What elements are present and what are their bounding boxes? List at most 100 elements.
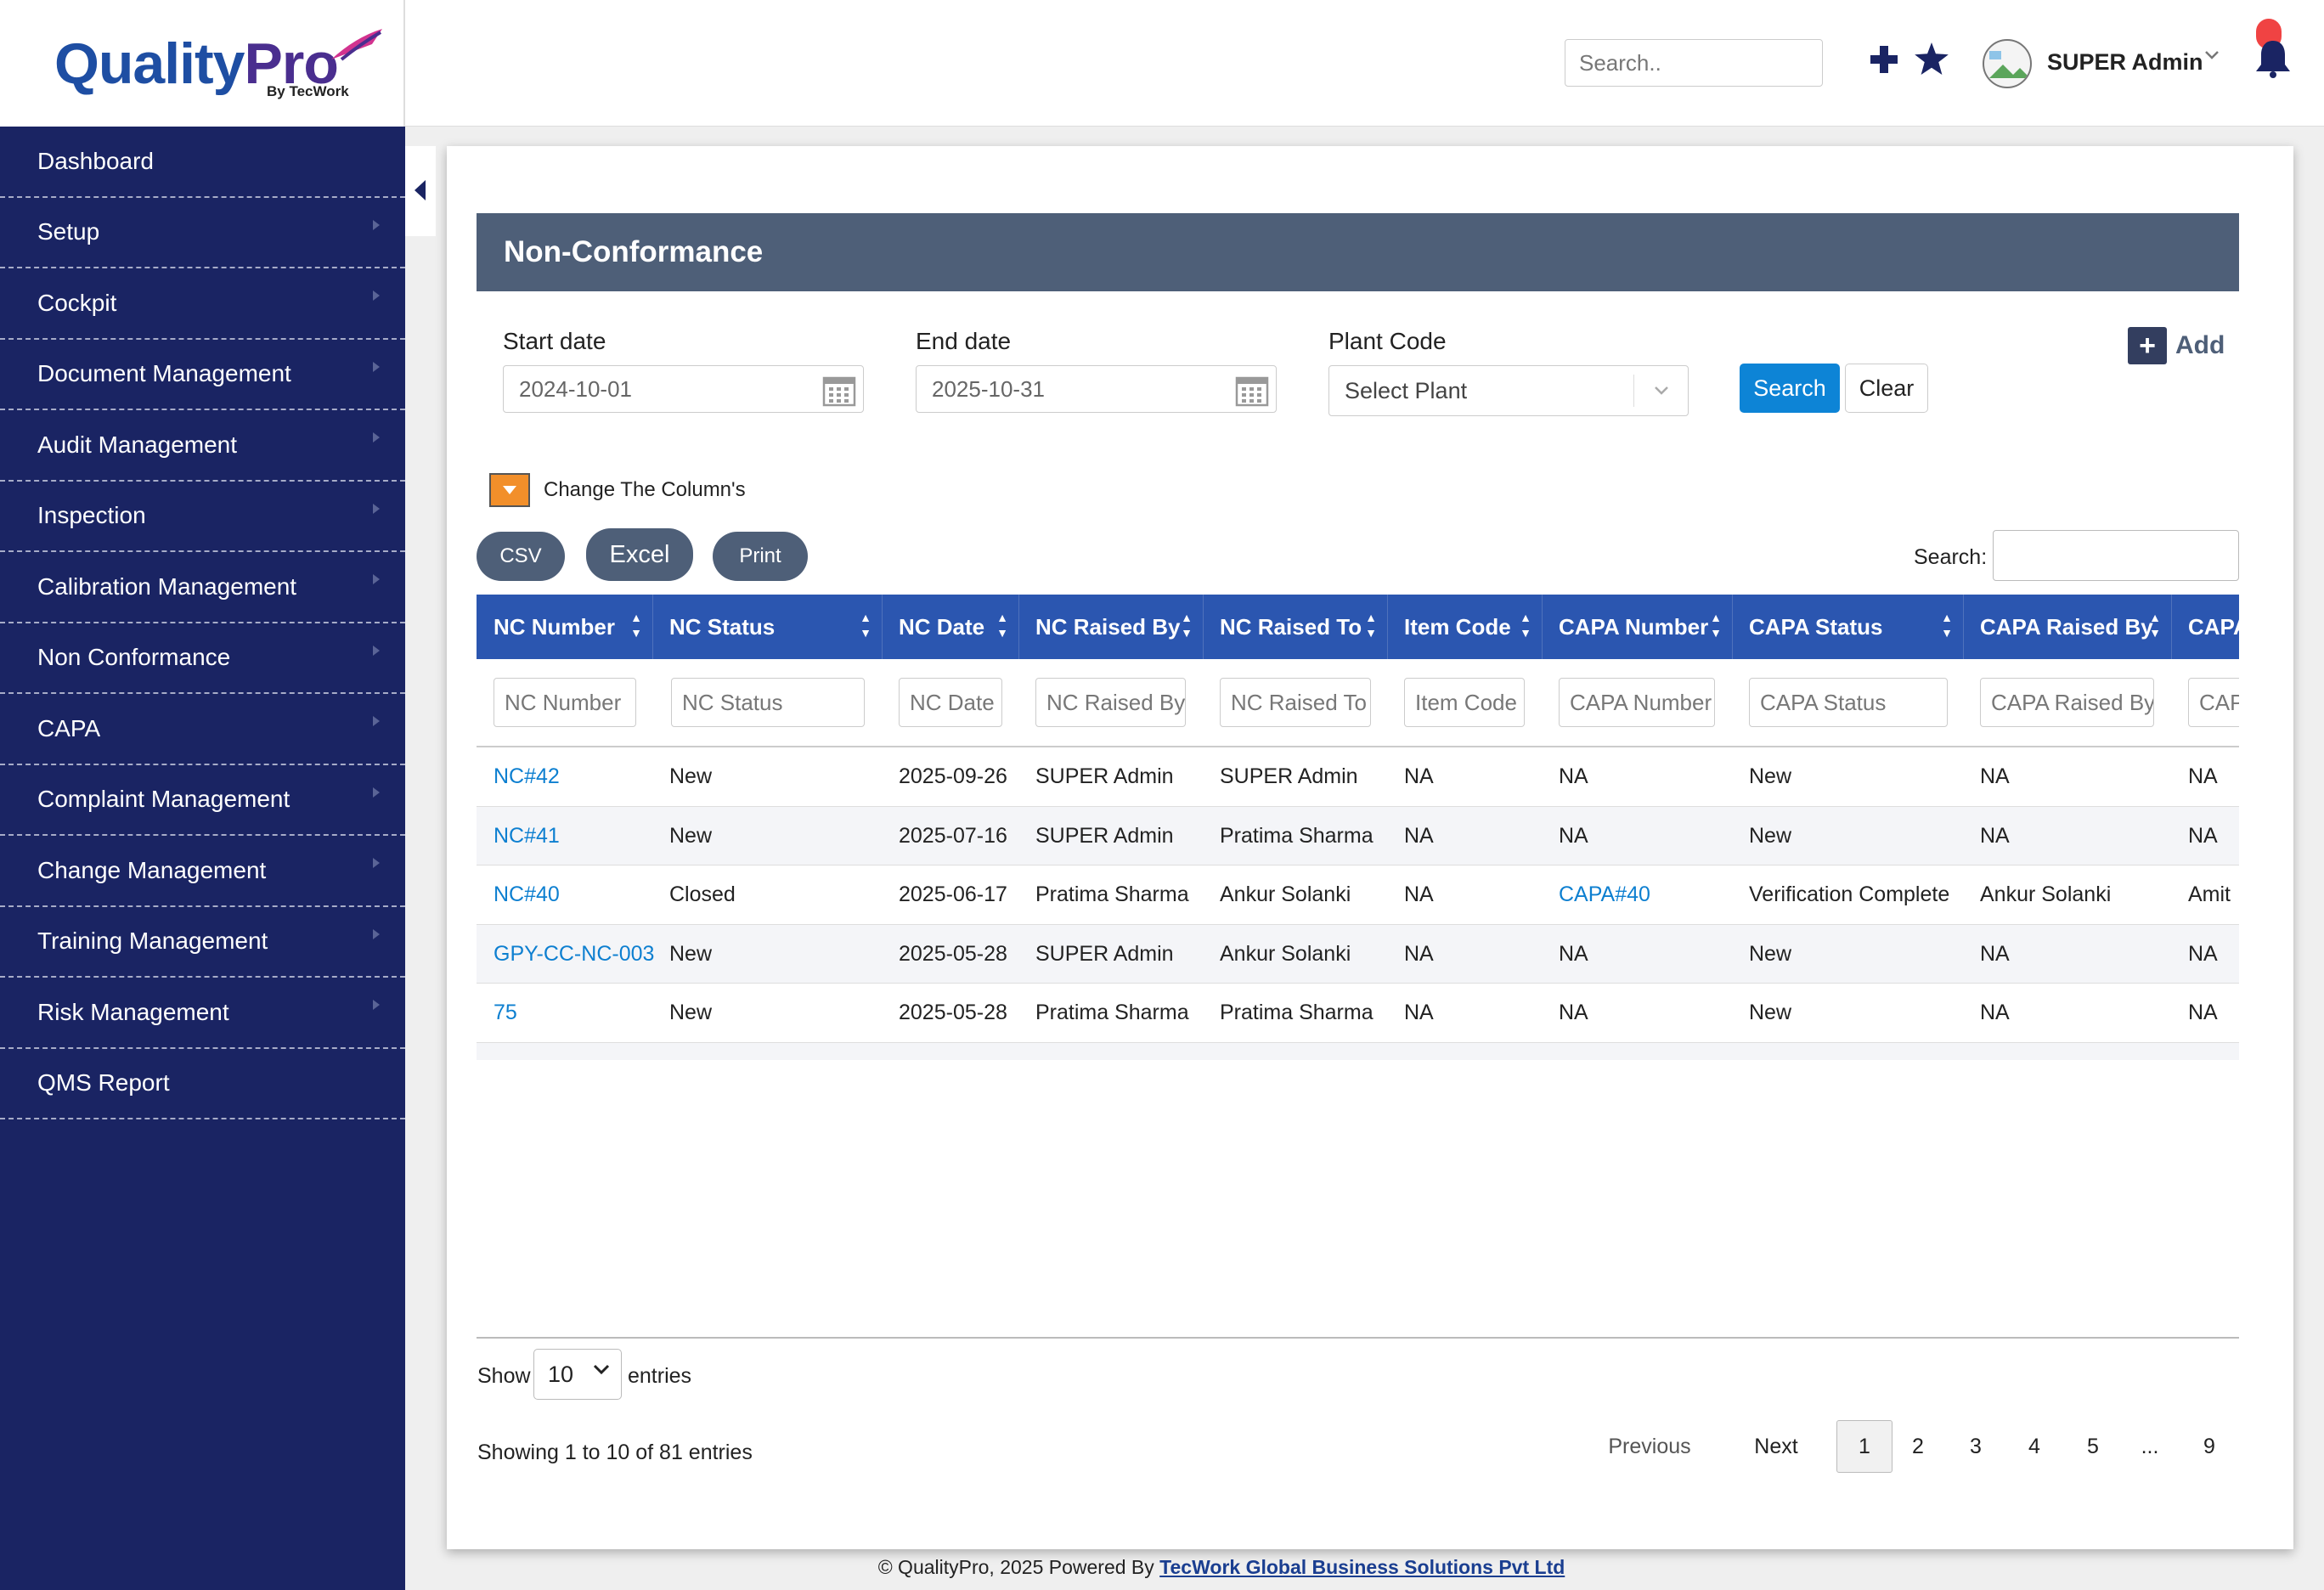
clear-button[interactable]: Clear	[1845, 364, 1928, 413]
pagination-page[interactable]: 9	[2203, 1434, 2215, 1458]
sort-icon: ▲ ▼	[1520, 611, 1531, 640]
table-cell: Ankur Solanki	[1220, 882, 1351, 907]
star-icon[interactable]	[1915, 42, 1949, 75]
column-header-nc-raised-by[interactable]: NC Raised By ▲ ▼	[1035, 611, 1193, 640]
table-cell: NA	[1963, 1043, 2010, 1061]
table-bottom-border	[477, 1337, 2239, 1339]
sort-icon: ▲ ▼	[2149, 611, 2161, 640]
search-button[interactable]: Search	[1740, 364, 1840, 413]
pagination-page[interactable]: 5	[2087, 1434, 2099, 1458]
caret-right-icon	[373, 928, 380, 939]
sidebar-item-non-conformance[interactable]: Non Conformance	[0, 623, 405, 694]
print-button[interactable]: Print	[713, 532, 808, 581]
plus-icon[interactable]	[1869, 44, 1899, 75]
pagination-previous[interactable]: Previous	[1608, 1434, 1691, 1458]
table-cell[interactable]: NC#42	[494, 764, 560, 789]
entries-label: entries	[628, 1364, 692, 1388]
sidebar-item-audit-management[interactable]: Audit Management	[0, 410, 405, 482]
pagination-page[interactable]: 4	[2028, 1434, 2040, 1458]
filter-nc-date-input[interactable]: NC Date	[899, 678, 1002, 727]
filter-capa-raised-by-input[interactable]: CAPA Raised By	[1980, 678, 2154, 727]
sidebar-item-calibration-management[interactable]: Calibration Management	[0, 552, 405, 623]
sort-icon: ▲ ▼	[1365, 611, 1377, 640]
table-cell[interactable]: NC#39	[477, 1043, 560, 1061]
excel-button[interactable]: Excel	[586, 528, 693, 581]
start-date-label: Start date	[503, 328, 606, 354]
chevron-down-icon	[1633, 375, 1688, 407]
plant-code-select[interactable]: Select Plant	[1328, 365, 1689, 416]
column-header-item-code[interactable]: Item Code ▲ ▼	[1404, 611, 1531, 640]
sidebar-item-training-management[interactable]: Training Management	[0, 907, 405, 978]
pagination-page[interactable]: 1	[1836, 1420, 1892, 1473]
page-size-select[interactable]: 10	[533, 1349, 622, 1400]
filter-capa-status-input[interactable]: CAPA Status	[1749, 678, 1948, 727]
sort-icon: ▲ ▼	[1941, 611, 1953, 640]
page-size-value: 10	[548, 1361, 574, 1387]
footer-company-link[interactable]: TecWork Global Business Solutions Pvt Lt…	[1159, 1556, 1565, 1578]
logo[interactable]: QualityPro By TecWork	[0, 0, 405, 127]
bell-icon[interactable]	[2254, 37, 2292, 78]
pagination-page[interactable]: 2	[1912, 1434, 1924, 1458]
sidebar-item-cockpit[interactable]: Cockpit	[0, 268, 405, 340]
pagination-page[interactable]: 3	[1970, 1434, 1982, 1458]
nc-table: NC Number ▲ ▼ NC Status ▲ ▼ NC Date ▲ ▼ NC Rai…	[477, 595, 2239, 1060]
top-header: QualityPro By TecWork SUPER Admin	[0, 0, 2324, 127]
sidebar-item-complaint-management[interactable]: Complaint Management	[0, 765, 405, 836]
column-header-capa-status[interactable]: CAPA Status ▲ ▼	[1749, 611, 1953, 640]
table-cell[interactable]: 75	[494, 1001, 517, 1025]
table-cell: NA	[1404, 941, 1434, 966]
filter-nc-status-input[interactable]: NC Status	[671, 678, 865, 727]
sidebar-item-risk-management[interactable]: Risk Management	[0, 978, 405, 1049]
show-label: Show	[477, 1364, 531, 1388]
column-header-capa-raised-by[interactable]: CAPA Raised By ▲ ▼	[1980, 611, 2161, 640]
sidebar-item-dashboard[interactable]: Dashboard	[0, 127, 405, 198]
caret-left-icon	[415, 180, 426, 200]
end-date-input[interactable]: 2025-10-31	[916, 365, 1277, 413]
change-columns-toggle[interactable]: Change The Column's	[489, 473, 746, 507]
table-cell[interactable]: CAPA#40	[1559, 882, 1650, 907]
chevron-down-icon[interactable]	[2203, 49, 2220, 61]
table-cell: Verification Complete	[1749, 882, 1950, 907]
sidebar-collapse-button[interactable]	[405, 146, 436, 236]
sidebar-item-setup[interactable]: Setup	[0, 198, 405, 268]
start-date-input[interactable]: 2024-10-01	[503, 365, 864, 413]
filter-nc-raised-by-input[interactable]: NC Raised By	[1035, 678, 1186, 727]
column-header-nc-status[interactable]: NC Status ▲ ▼	[669, 611, 872, 640]
table-cell: NA	[1559, 764, 1588, 789]
table-cell[interactable]: GPY-CC-NC-003	[494, 941, 655, 966]
csv-button[interactable]: CSV	[477, 532, 565, 581]
calendar-icon[interactable]	[822, 373, 856, 407]
column-header-capa-number[interactable]: CAPA Number ▲ ▼	[1559, 611, 1722, 640]
sort-icon: ▲ ▼	[1710, 611, 1722, 640]
table-cell: NA	[1559, 941, 1588, 966]
pagination-next[interactable]: Next	[1754, 1434, 1798, 1458]
sidebar-item-change-management[interactable]: Change Management	[0, 836, 405, 907]
column-header-nc-number[interactable]: NC Number ▲ ▼	[494, 611, 642, 640]
filter-nc-number-input[interactable]: NC Number	[494, 678, 636, 727]
table-cell: NA	[1559, 1001, 1588, 1025]
avatar[interactable]	[1983, 39, 2032, 88]
table-search-input[interactable]	[1993, 530, 2239, 581]
filter-item-code-input[interactable]: Item Code	[1404, 678, 1525, 727]
calendar-icon[interactable]	[1235, 373, 1269, 407]
user-name[interactable]: SUPER Admin	[2047, 49, 2203, 75]
sidebar-item-inspection[interactable]: Inspection	[0, 482, 405, 552]
table-cell[interactable]: NC#41	[494, 823, 560, 848]
table-cell: 2025-05-28	[882, 1043, 1007, 1061]
add-button[interactable]: + Add	[2128, 327, 2225, 364]
column-header-nc-raised-to[interactable]: NC Raised To ▲ ▼	[1220, 611, 1377, 640]
table-cell: 2025-06-17	[899, 882, 1007, 907]
filter-capa-number-input[interactable]: CAPA Number	[1559, 678, 1715, 727]
caret-right-icon	[373, 219, 380, 230]
filter-nc-raised-to-input[interactable]: NC Raised To	[1220, 678, 1371, 727]
table-cell[interactable]: NC#40	[494, 882, 560, 907]
column-header-capa[interactable]: CAPA	[2188, 613, 2239, 640]
sidebar-item-qms-report[interactable]: QMS Report	[0, 1049, 405, 1119]
filter-capa-input[interactable]: CAP	[2188, 678, 2239, 727]
table-row: NC#41 New 2025-07-16 SUPER Admin Pratima Sha…	[477, 806, 2239, 865]
table-cell: 2025-05-28	[899, 1001, 1007, 1025]
header-search-input[interactable]	[1565, 39, 1823, 87]
column-header-nc-date[interactable]: NC Date ▲ ▼	[899, 611, 1008, 640]
sidebar-item-document-management[interactable]: Document Management	[0, 340, 405, 410]
sidebar-item-capa[interactable]: CAPA	[0, 694, 405, 765]
